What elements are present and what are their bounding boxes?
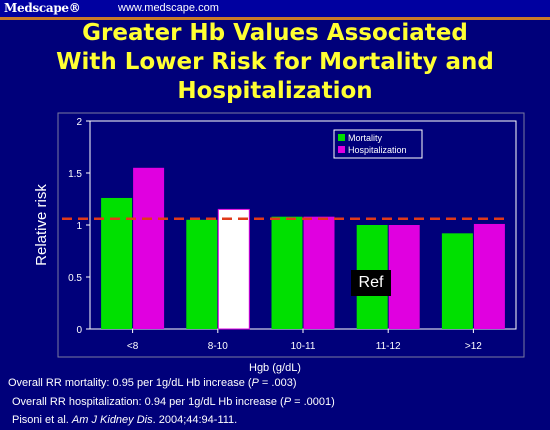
legend-label-0: Mortality <box>348 133 383 143</box>
y-tick-label: 0.5 <box>68 273 82 284</box>
citation: Pisoni et al. Am J Kidney Dis. 2004;44:9… <box>12 414 238 426</box>
brand-logo: Medscape® <box>4 1 81 15</box>
slide-title: Greater Hb Values Associated With Lower … <box>0 19 550 106</box>
y-tick-label: 1.5 <box>68 169 82 180</box>
x-tick-label: 11-12 <box>376 341 401 352</box>
footnote-hospitalization: Overall RR hospitalization: 0.94 per 1g/… <box>12 396 335 408</box>
footnote-mortality: Overall RR mortality: 0.95 per 1g/dL Hb … <box>8 377 297 389</box>
bar-mortality-1 <box>186 219 218 329</box>
bar-hospitalization-1 <box>217 208 250 330</box>
legend-swatch-1 <box>338 146 345 153</box>
header-bar: Medscape® www.medscape.com <box>0 0 550 20</box>
legend-box <box>333 129 423 159</box>
legend-swatch-0 <box>338 134 345 141</box>
title-line-2: With Lower Risk for Mortality and <box>56 49 494 75</box>
bar-hospitalization-4 <box>473 223 505 329</box>
title-line-3: Hospitalization <box>177 78 373 104</box>
bar-mortality-2 <box>271 216 303 329</box>
bar-hospitalization-0 <box>133 167 165 329</box>
bar-mortality-4 <box>441 233 473 329</box>
y-tick-label: 2 <box>76 117 82 128</box>
ref-label: Ref <box>351 270 391 296</box>
site-url: www.medscape.com <box>118 2 219 14</box>
x-tick-label: >12 <box>465 341 482 352</box>
legend-label-1: Hospitalization <box>348 145 407 155</box>
y-axis-label: Relative risk <box>33 184 50 266</box>
x-tick-label: 10-11 <box>291 341 316 352</box>
bar-chart: 0 0.5 1 1.5 2 Relative risk <8 8-10 10-11 11-12 >1… <box>33 112 525 358</box>
chart-frame <box>57 112 525 358</box>
x-axis-label: Hgb (g/dL) <box>249 362 301 374</box>
title-line-1: Greater Hb Values Associated <box>82 20 468 46</box>
x-tick-label: 8-10 <box>208 341 228 352</box>
y-tick-label: 1 <box>76 221 82 232</box>
bar-hospitalization-3 <box>388 225 420 329</box>
x-tick-label: <8 <box>127 341 139 352</box>
bar-hospitalization-2 <box>303 216 335 329</box>
y-tick-label: 0 <box>76 325 82 336</box>
